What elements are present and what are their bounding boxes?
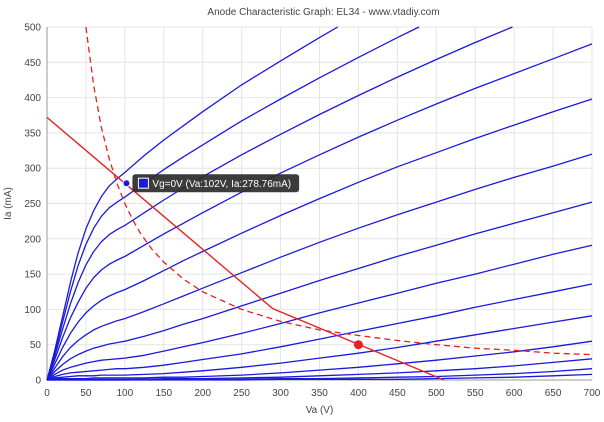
grid-voltage-curve-1 <box>46 26 420 381</box>
y-tick-label: 150 <box>24 270 41 281</box>
x-tick-label: 250 <box>233 388 250 399</box>
y-tick-label: 350 <box>24 128 41 139</box>
y-tick-label: 100 <box>24 305 41 316</box>
markers <box>122 179 363 350</box>
grid-voltage-curve-4 <box>46 98 593 381</box>
operating-point-marker <box>353 340 363 350</box>
grid-voltage-curve-8 <box>46 283 593 381</box>
x-axis-title: Va (V) <box>306 405 334 416</box>
grid-voltage-curve-3 <box>46 43 593 381</box>
grid-voltage-curve-13 <box>47 373 593 381</box>
y-tick-label: 0 <box>35 376 41 387</box>
y-tick-label: 500 <box>24 23 41 34</box>
y-axis-title: Ia (mA) <box>3 187 14 220</box>
chart-title: Anode Characteristic Graph: EL34 - www.v… <box>207 7 439 18</box>
x-tick-label: 700 <box>584 388 601 399</box>
y-tick-label: 250 <box>24 199 41 210</box>
x-tick-label: 600 <box>506 388 523 399</box>
grid-voltage-curve-9 <box>46 315 593 381</box>
tooltip-label: Vg=0V (Va:102V, Ia:278.76mA) <box>152 179 291 190</box>
x-tick-label: 550 <box>467 388 484 399</box>
tooltip-background <box>132 174 300 193</box>
x-tick-label: 450 <box>389 388 406 399</box>
data-tooltip: Vg=0V (Va:102V, Ia:278.76mA) <box>132 174 300 193</box>
x-tick-label: 100 <box>117 388 134 399</box>
load-line-overlay <box>46 26 593 381</box>
grid-voltage-curve-7 <box>46 244 593 381</box>
load-line <box>46 116 445 381</box>
y-tick-label: 450 <box>24 58 41 69</box>
y-tick-label: 400 <box>24 93 41 104</box>
x-tick-label: 350 <box>311 388 328 399</box>
tick-labels: 0 50 100 150 200 250 300 350 400 450 500 550 600 650 7… <box>24 23 600 400</box>
x-tick-label: 0 <box>44 388 50 399</box>
tooltip-series-marker-icon <box>137 177 149 189</box>
grid-voltage-curve-10 <box>46 340 593 381</box>
x-tick-label: 400 <box>350 388 367 399</box>
x-tick-label: 650 <box>545 388 562 399</box>
x-tick-label: 150 <box>155 388 172 399</box>
grid-voltage-curve-11 <box>46 358 593 381</box>
x-tick-label: 200 <box>194 388 211 399</box>
x-tick-label: 300 <box>272 388 289 399</box>
grid-voltage-curve-2 <box>46 26 513 381</box>
y-tick-label: 300 <box>24 164 41 175</box>
grid-voltage-curves <box>46 26 593 381</box>
y-tick-label: 200 <box>24 234 41 245</box>
x-tick-label: 500 <box>428 388 445 399</box>
grid <box>47 26 593 380</box>
grid-voltage-curve-0 <box>46 26 339 381</box>
y-tick-label: 50 <box>30 340 42 351</box>
grid-voltage-curve-5 <box>46 153 593 381</box>
highlighted-point-marker <box>122 179 131 188</box>
max-dissipation-curve <box>85 26 593 356</box>
x-tick-label: 50 <box>80 388 92 399</box>
grid-voltage-curve-6 <box>46 201 593 381</box>
